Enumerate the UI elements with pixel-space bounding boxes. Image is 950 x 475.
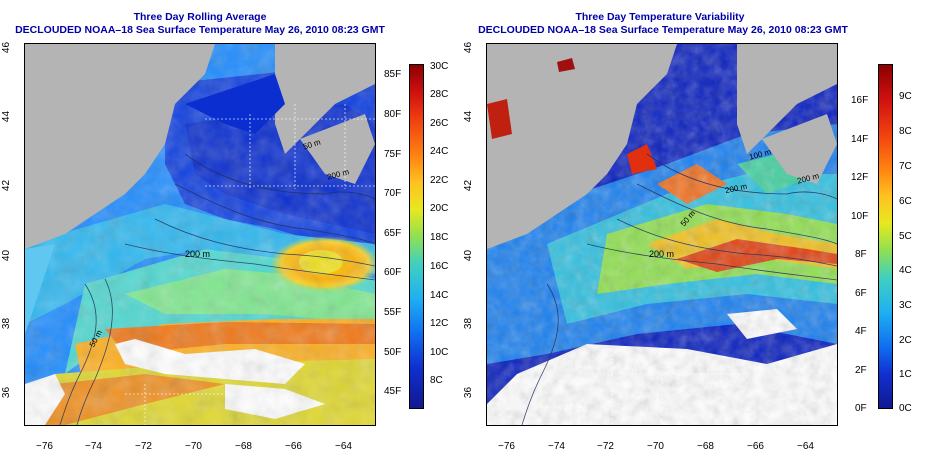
left-cb-f-65: 65F	[384, 228, 402, 239]
right-lon-68: −68	[697, 441, 714, 452]
right-cb-f-2: 2F	[855, 365, 867, 376]
right-lat-44: 44	[463, 110, 475, 123]
left-lat-46: 46	[1, 41, 13, 54]
right-lat-38: 38	[463, 317, 475, 330]
left-cb-c-18: 18C	[430, 232, 449, 243]
right-title-line1: Three Day Temperature Variability	[575, 11, 745, 23]
right-lon-74: −74	[548, 441, 565, 452]
left-cb-f-55: 55F	[384, 307, 402, 318]
left-sst-map: 50 m 200 m 200 m 50 m	[24, 43, 376, 426]
left-cb-f-75: 75F	[384, 149, 402, 160]
right-map-graphic	[487, 44, 837, 425]
right-contour-label-200m-b: 200 m	[649, 249, 675, 259]
left-cb-c-16: 16C	[430, 261, 449, 272]
right-colorbar	[878, 64, 893, 409]
left-cb-c-24: 24C	[430, 146, 449, 157]
right-lon-64: −64	[797, 441, 814, 452]
right-lat-36: 36	[463, 386, 475, 399]
left-cb-f-45: 45F	[384, 386, 402, 397]
right-variability-map: 100 m 200 m 200 m 50 m 200 m	[486, 43, 838, 426]
left-lon-74: −74	[85, 441, 102, 452]
left-title-line1: Three Day Rolling Average	[133, 11, 267, 23]
left-map-graphic	[25, 44, 375, 425]
left-lat-42: 42	[1, 179, 13, 192]
left-cb-f-85: 85F	[384, 69, 402, 80]
right-cb-c-3: 3C	[899, 300, 912, 311]
left-lat-40: 40	[1, 249, 13, 262]
left-cb-c-12: 12C	[430, 318, 449, 329]
right-lon-76: −76	[498, 441, 515, 452]
right-cb-c-7: 7C	[899, 161, 912, 172]
left-lon-64: −64	[335, 441, 352, 452]
right-lon-70: −70	[647, 441, 664, 452]
left-lon-70: −70	[185, 441, 202, 452]
left-cb-c-10: 10C	[430, 347, 449, 358]
left-cb-c-22: 22C	[430, 175, 449, 186]
right-cb-f-8: 8F	[855, 249, 867, 260]
right-cb-c-4: 4C	[899, 265, 912, 276]
left-cb-c-20: 20C	[430, 203, 449, 214]
right-cb-c-9: 9C	[899, 91, 912, 102]
right-cb-f-6: 6F	[855, 288, 867, 299]
left-lon-66: −66	[285, 441, 302, 452]
left-cb-f-60: 60F	[384, 267, 402, 278]
left-lon-68: −68	[235, 441, 252, 452]
right-cb-c-1: 1C	[899, 369, 912, 380]
left-cb-f-50: 50F	[384, 347, 402, 358]
right-cb-f-12: 12F	[851, 172, 869, 183]
left-lat-44: 44	[1, 110, 13, 123]
left-cb-c-28: 28C	[430, 89, 449, 100]
right-cb-f-16: 16F	[851, 95, 869, 106]
left-contour-label-200m-a: 200 m	[185, 249, 211, 259]
left-lon-76: −76	[36, 441, 53, 452]
right-cb-c-0: 0C	[899, 403, 912, 414]
left-cb-c-14: 14C	[430, 290, 449, 301]
left-cb-f-70: 70F	[384, 188, 402, 199]
right-cb-f-10: 10F	[851, 211, 869, 222]
right-lat-40: 40	[463, 249, 475, 262]
right-cb-c-8: 8C	[899, 126, 912, 137]
right-cb-c-6: 6C	[899, 196, 912, 207]
right-lon-72: −72	[597, 441, 614, 452]
left-colorbar	[409, 64, 424, 409]
left-title-line2: DECLOUDED NOAA–18 Sea Surface Temperatur…	[15, 24, 385, 36]
right-cb-f-4: 4F	[855, 326, 867, 337]
right-cb-f-14: 14F	[851, 134, 869, 145]
left-cb-c-26: 26C	[430, 118, 449, 129]
left-cb-c-8: 8C	[430, 375, 443, 386]
right-lon-66: −66	[747, 441, 764, 452]
left-cb-c-30: 30C	[430, 61, 449, 72]
right-cb-c-2: 2C	[899, 335, 912, 346]
right-lat-46: 46	[463, 41, 475, 54]
right-title-line2: DECLOUDED NOAA–18 Sea Surface Temperatur…	[478, 24, 848, 36]
left-lon-72: −72	[135, 441, 152, 452]
right-lat-42: 42	[463, 179, 475, 192]
left-lat-36: 36	[1, 386, 13, 399]
right-cb-c-5: 5C	[899, 231, 912, 242]
left-cb-f-80: 80F	[384, 109, 402, 120]
left-lat-38: 38	[1, 317, 13, 330]
right-cb-f-0: 0F	[855, 403, 867, 414]
